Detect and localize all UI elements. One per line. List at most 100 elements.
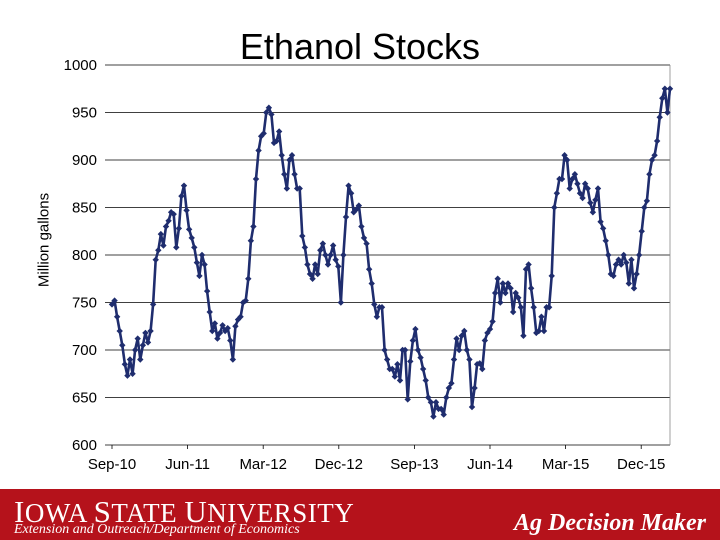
data-point [417,354,424,361]
data-point [520,332,527,339]
data-point [309,275,316,282]
footer-subtitle: Extension and Outreach/Department of Eco… [14,522,300,537]
data-point [558,175,566,183]
data-point [579,194,586,202]
data-point [155,247,162,254]
data-point [610,272,617,280]
data-point [360,234,368,242]
data-point [425,394,432,401]
data-point [605,251,612,259]
data-point [594,185,602,192]
data-point [214,335,221,342]
data-point [229,356,237,363]
data-point [221,327,229,335]
data-point [283,185,291,192]
data-point [507,285,514,292]
data-point [247,237,255,244]
data-point [599,225,607,232]
data-point [286,156,293,164]
data-point [203,287,211,295]
data-point [491,289,499,297]
data-point [167,209,175,216]
data-point [538,313,545,320]
data-point [119,342,126,349]
y-tick-label: 800 [72,247,97,264]
data-point [584,185,591,192]
data-point [237,313,244,320]
data-point [659,95,666,102]
y-tick-label: 650 [72,390,97,407]
data-point [173,244,180,251]
data-point [499,280,507,287]
data-point [227,337,234,344]
data-point [453,335,460,342]
data-point [124,372,131,379]
data-point [643,197,651,205]
data-point [407,358,414,365]
data-point [216,329,224,337]
data-point [623,259,630,266]
data-point [180,182,188,189]
data-point [607,270,615,278]
data-point [191,244,198,251]
data-point [592,196,599,204]
data-point [301,244,309,251]
data-point [255,147,262,154]
data-point [412,325,419,333]
data-point [311,261,319,268]
data-point [502,289,509,297]
y-tick-label: 900 [72,152,97,169]
data-point [522,266,530,273]
data-point [137,356,144,363]
data-point [625,280,633,287]
data-point [373,313,381,320]
data-point [468,403,476,411]
data-point [576,190,584,197]
data-point [476,360,483,367]
data-point [299,232,306,240]
data-point [160,242,167,249]
data-point [494,275,501,282]
x-tick-label: Sep-10 [88,456,136,473]
data-point [365,266,373,273]
data-point [324,261,332,268]
data-point [232,323,239,330]
data-point [245,275,252,282]
data-point [394,361,401,368]
data-point [201,261,208,268]
university-logo: IOWA STATE UNIVERSITY [14,494,355,529]
y-tick-label: 950 [72,105,97,122]
data-point [489,318,496,325]
data-point [432,399,440,406]
data-point [404,396,411,403]
data-point [162,223,170,230]
data-point [612,261,620,268]
data-point [571,171,579,178]
data-point [448,380,455,387]
data-point [396,377,404,384]
data-point [263,109,270,116]
data-point [252,175,260,183]
data-point [111,297,118,304]
data-point [196,272,203,280]
data-point [551,204,558,211]
footer-bar [0,489,720,540]
data-point [414,346,422,354]
y-tick-label: 700 [72,342,97,359]
data-point [646,171,653,178]
data-point [471,384,478,392]
data-point [234,316,242,323]
data-point [553,190,561,197]
data-point [319,240,327,247]
data-point [540,327,548,335]
data-point [147,327,154,335]
data-point [638,228,645,235]
data-point [347,190,355,197]
data-point [116,327,123,335]
data-point [139,342,147,349]
data-point [170,210,177,218]
data-point [342,213,350,221]
data-point [224,324,231,332]
data-point [533,329,540,337]
data-point [661,85,669,92]
